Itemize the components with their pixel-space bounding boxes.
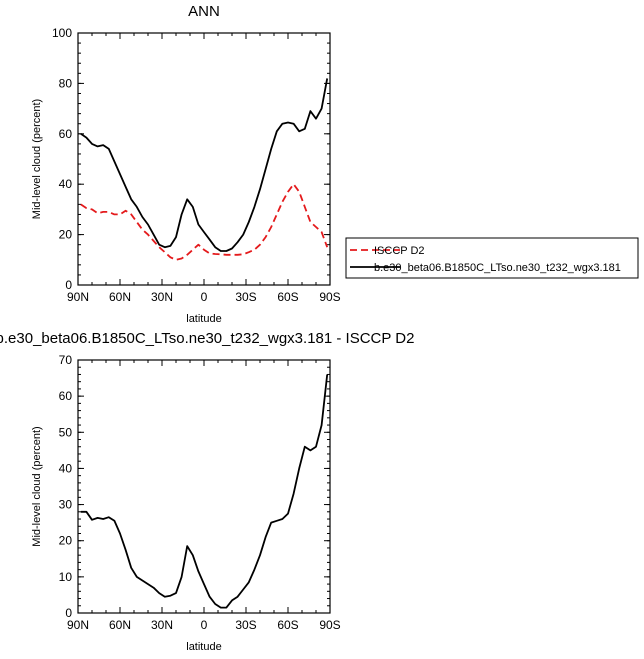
y-tick-label: 20 [59,534,73,548]
y-tick-label: 0 [65,278,72,292]
legend-box [345,237,639,279]
x-tick-label: 90N [67,618,89,632]
series-line-0 [80,183,329,261]
x-tick-label: 30S [235,290,256,304]
x-tick-label: 0 [201,290,208,304]
x-tick-label: 30N [151,290,173,304]
x-axis-label: latitude [186,313,221,325]
x-tick-label: 30N [151,618,173,632]
plot-frame [77,359,331,614]
legend-entry-1: b.e30_beta06.B1850C_LTso.ne30_t232_wgx3.… [374,262,621,274]
x-axis-label: latitude [186,641,221,653]
chart-panel-bottom: b.e30_beta06.B1850C_LTso.ne30_t232_wgx3.… [0,330,414,653]
x-tick-label: 90S [319,618,340,632]
x-tick-label: 60N [109,290,131,304]
y-tick-label: 50 [59,425,73,439]
x-tick-label: 90N [67,290,89,304]
x-tick-label: 60N [109,618,131,632]
y-axis-label: Mid-level cloud (percent) [31,99,43,219]
y-tick-label: 40 [59,461,73,475]
y-tick-label: 100 [52,26,72,40]
x-tick-label: 60S [277,618,298,632]
y-tick-label: 30 [59,498,73,512]
y-tick-label: 20 [59,228,73,242]
chart-title: b.e30_beta06.B1850C_LTso.ne30_t232_wgx3.… [0,330,414,347]
y-tick-label: 80 [59,76,73,90]
x-tick-label: 60S [277,290,298,304]
series-line-1 [80,78,329,252]
y-tick-label: 40 [59,177,73,191]
y-tick-label: 60 [59,389,73,403]
x-tick-label: 90S [319,290,340,304]
y-tick-label: 60 [59,127,73,141]
legend-entry-0: ISCCP D2 [374,245,425,257]
plot-frame [77,32,331,286]
y-tick-label: 70 [59,353,73,367]
y-tick-label: 0 [65,606,72,620]
y-axis-label: Mid-level cloud (percent) [31,426,43,546]
x-tick-label: 0 [201,618,208,632]
series-line-0 [80,374,329,609]
y-tick-label: 10 [59,570,73,584]
x-tick-label: 30S [235,618,256,632]
chart-title: ANN [188,3,220,20]
chart-panel-top: ANN 90N 60N 30N 0 30S 60S 90S 0 20 40 60 80 100 latitu… [31,3,639,325]
